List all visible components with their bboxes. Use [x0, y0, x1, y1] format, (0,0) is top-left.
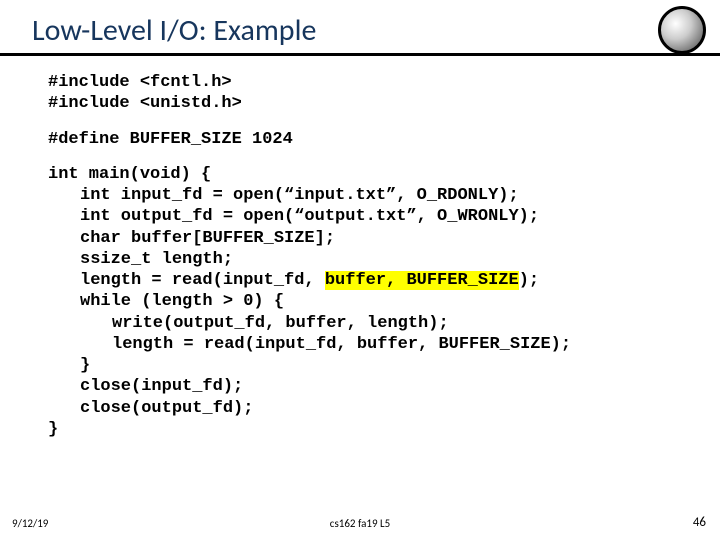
code-line: int output_fd = open(“output.txt”, O_WRO… — [48, 206, 720, 227]
code-line: int input_fd = open(“input.txt”, O_RDONL… — [48, 185, 720, 206]
code-line: close(input_fd); — [48, 376, 720, 397]
code-line: int main(void) { — [48, 164, 720, 185]
footer-course: cs162 fa19 L5 — [330, 517, 390, 530]
code-line: #include <fcntl.h> — [48, 72, 720, 93]
university-seal-icon — [658, 6, 706, 54]
code-line: ssize_t length; — [48, 249, 720, 270]
code-line: write(output_fd, buffer, length); — [48, 313, 720, 334]
footer-page-number: 46 — [693, 515, 706, 530]
title-underline — [0, 53, 720, 56]
code-block: #include <fcntl.h> #include <unistd.h> #… — [0, 56, 720, 440]
code-text: ); — [519, 271, 539, 290]
code-line: #include <unistd.h> — [48, 93, 720, 114]
slide-title: Low-Level I/O: Example — [32, 12, 720, 49]
code-line: #define BUFFER_SIZE 1024 — [48, 129, 720, 150]
footer-date: 9/12/19 — [12, 517, 48, 530]
code-line: while (length > 0) { — [48, 291, 720, 312]
code-line: } — [48, 419, 720, 440]
code-text: length = read(input_fd, — [80, 271, 325, 290]
code-line: char buffer[BUFFER_SIZE]; — [48, 228, 720, 249]
code-line: length = read(input_fd, buffer, BUFFER_S… — [48, 270, 720, 291]
code-line: } — [48, 355, 720, 376]
code-line: length = read(input_fd, buffer, BUFFER_S… — [48, 334, 720, 355]
code-line: close(output_fd); — [48, 398, 720, 419]
highlighted-code: buffer, BUFFER_SIZE — [325, 271, 519, 290]
